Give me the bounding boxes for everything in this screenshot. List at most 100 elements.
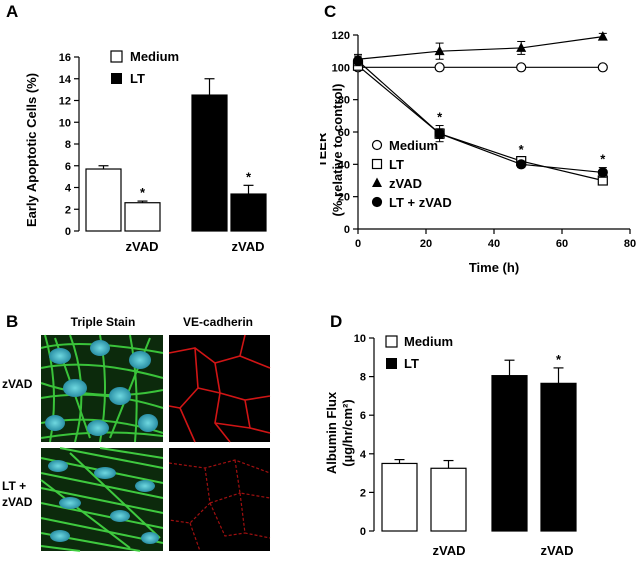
y-tick-label: 0 — [65, 226, 71, 238]
y-tick-label: 2 — [360, 487, 366, 499]
panel-a-zvad-label-2: zVAD — [232, 239, 265, 254]
significance-star: * — [519, 142, 525, 157]
panel-d: D 0 2 4 6 8 10 * Medium LT Albumin Flux (µg/h… — [320, 308, 640, 558]
data-point-medium — [434, 62, 445, 73]
micrograph-ve-cadherin-lt-zvad — [168, 448, 271, 552]
micrograph-triple-stain-zvad — [40, 334, 164, 443]
panel-a: A 0 2 4 6 8 10 12 14 16 * * Medium LT Early Apopt… — [0, 0, 320, 280]
legend-label-lt: LT — [389, 157, 404, 172]
y-tick-label: 120 — [332, 30, 350, 42]
micrograph-ve-cadherin-zvad — [168, 334, 271, 443]
legend-marker-zvad — [372, 177, 382, 187]
legend-label-medium: Medium — [389, 138, 438, 153]
significance-star: * — [437, 110, 443, 125]
panel-c-xlabel: Time (h) — [469, 260, 519, 275]
legend-medium-swatch — [385, 335, 398, 348]
y-tick-label: 2 — [65, 204, 71, 216]
x-tick-label: 20 — [420, 238, 432, 250]
legend-marker-lt-zvad — [371, 196, 383, 208]
micrograph-triple-stain-lt-zvad — [40, 447, 164, 552]
panel-a-zvad-label-1: zVAD — [126, 239, 159, 254]
data-point-medium — [597, 62, 608, 73]
series-line-lt — [357, 65, 603, 182]
y-tick-label: 4 — [360, 449, 367, 461]
panel-c: C 0 20 40 60 80 100 120 0 20 40 60 80 * * * Medium LT z… — [314, 0, 640, 280]
bar-lt — [491, 375, 528, 532]
legend-medium-swatch — [110, 50, 123, 63]
row-label-zvad-2: zVAD — [2, 495, 33, 509]
y-tick-label: 16 — [59, 52, 71, 64]
legend-lt-label: LT — [130, 71, 145, 86]
bar-lt-zvad — [540, 382, 577, 532]
y-tick-label: 4 — [65, 183, 72, 195]
y-tick-label: 40 — [338, 159, 350, 171]
panel-c-chart: C 0 20 40 60 80 100 120 0 20 40 60 80 * * * Medium LT z… — [314, 2, 636, 275]
panel-b-figure: B Triple Stain VE-cadherin zVAD LT + zVA… — [2, 312, 271, 552]
x-tick-label: 40 — [488, 238, 500, 250]
panel-d-ylabel-line2: (µg/hr/cm²) — [340, 399, 355, 466]
panel-label-a: A — [6, 2, 18, 21]
y-tick-label: 8 — [360, 372, 366, 384]
x-tick-label: 80 — [624, 238, 636, 250]
panel-c-ylabel-line1: TEER — [320, 132, 329, 167]
y-tick-label: 6 — [360, 410, 366, 422]
y-tick-label: 6 — [65, 161, 71, 173]
y-tick-label: 10 — [354, 333, 366, 345]
y-tick-label: 60 — [338, 127, 350, 139]
panel-a-axes: 0 2 4 6 8 10 12 14 16 — [59, 52, 80, 238]
bar-medium-zvad — [124, 202, 161, 232]
y-tick-label: 20 — [338, 192, 350, 204]
significance-star: * — [246, 169, 252, 184]
panel-c-series: * * * — [352, 31, 608, 186]
y-tick-label: 14 — [59, 74, 72, 86]
data-point-lt-zvad — [516, 159, 527, 170]
bar-lt — [191, 94, 228, 232]
bar-lt-zvad — [230, 193, 267, 232]
panel-a-ylabel: Early Apoptotic Cells (%) — [24, 73, 39, 227]
data-point-zvad — [434, 45, 445, 56]
panel-c-ylabel-line2: (% relative to control) — [330, 84, 345, 217]
panel-c-legend: Medium LT zVAD LT + zVAD — [371, 138, 452, 210]
series-line-zvad — [357, 36, 603, 60]
data-point-zvad — [516, 42, 527, 52]
legend-lt-swatch — [111, 73, 122, 84]
legend-marker-medium — [371, 139, 383, 151]
bar-medium — [85, 168, 122, 232]
data-point-lt-zvad — [434, 128, 445, 139]
panel-a-bars: ** — [85, 78, 267, 232]
legend-medium-label: Medium — [130, 49, 179, 64]
significance-star: * — [140, 185, 146, 200]
y-tick-label: 0 — [360, 526, 366, 538]
panel-d-axes: 0 2 4 6 8 10 — [354, 333, 375, 538]
legend-label-lt-zvad: LT + zVAD — [389, 195, 452, 210]
series-line-lt-zvad — [357, 60, 603, 174]
data-point-zvad — [597, 31, 608, 41]
panel-label-d: D — [330, 312, 342, 331]
y-tick-label: 10 — [59, 117, 71, 129]
panel-d-zvad-label-2: zVAD — [541, 543, 574, 557]
bar-medium-zvad — [430, 467, 467, 532]
bar-medium — [381, 462, 418, 532]
legend-lt-label: LT — [404, 356, 419, 371]
legend-lt-swatch — [386, 358, 397, 369]
col-title-triple-stain: Triple Stain — [71, 315, 136, 329]
data-point-medium — [516, 62, 527, 73]
y-tick-label: 80 — [338, 95, 350, 107]
legend-marker-lt — [371, 158, 383, 170]
panel-d-zvad-label-1: zVAD — [433, 543, 466, 557]
legend-medium-label: Medium — [404, 334, 453, 349]
legend-label-zvad: zVAD — [389, 176, 422, 191]
col-title-ve-cadherin: VE-cadherin — [183, 315, 253, 329]
x-tick-label: 0 — [355, 238, 361, 250]
panel-b: B Triple Stain VE-cadherin zVAD LT + zVA… — [0, 308, 310, 557]
data-point-lt-zvad — [352, 55, 364, 66]
significance-star: * — [600, 152, 606, 167]
significance-star: * — [556, 352, 562, 367]
row-label-lt-plus: LT + — [2, 479, 26, 493]
y-tick-label: 0 — [344, 224, 350, 236]
y-tick-label: 100 — [332, 62, 350, 74]
panel-label-b: B — [6, 312, 18, 331]
panel-d-ylabel-line1: Albumin Flux — [324, 391, 339, 474]
x-tick-label: 60 — [556, 238, 568, 250]
y-tick-label: 12 — [59, 96, 71, 108]
